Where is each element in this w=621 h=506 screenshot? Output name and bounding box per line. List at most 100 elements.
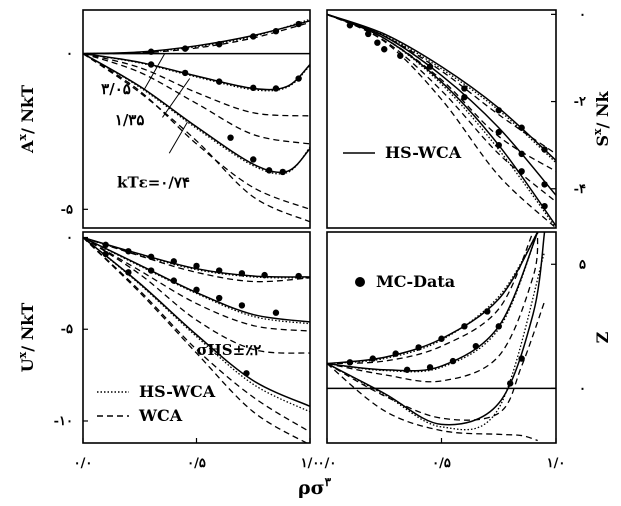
- series-line-dotted: [327, 13, 556, 228]
- mc-data-point: [518, 168, 525, 175]
- series-line-dashed: [327, 363, 538, 442]
- legend-label: HS-WCA: [385, 143, 462, 162]
- plot-area-S: [327, 13, 556, 228]
- annotation-leader: [168, 121, 188, 154]
- y-tick-label: -۴: [574, 182, 586, 197]
- series-line-solid: [327, 232, 539, 372]
- mc-data-point: [461, 323, 468, 330]
- mc-data-point: [495, 128, 502, 136]
- panel-U: ۰ -۵ -۱۰ ۰/۰ ۰/۵ ۱/۰ Ux/ NkT σHS±٪۲ HS-WCA WCA: [16, 231, 319, 471]
- y-tick-label: -۵: [61, 202, 73, 217]
- series-line-dotted: [327, 232, 539, 373]
- mc-data-point: [250, 156, 257, 163]
- annotation-leader: [162, 78, 191, 118]
- legend-label: WCA: [138, 406, 183, 425]
- annotation: ۳/۰۵: [101, 80, 131, 98]
- series-line-dotted: [83, 53, 310, 175]
- mc-data-point: [238, 302, 246, 309]
- y-axis-label-rest: / Nk: [593, 90, 612, 128]
- mc-data-point: [147, 61, 155, 68]
- y-axis-label-main: A: [18, 140, 37, 154]
- y-axis-label-rest: / NkT: [18, 303, 37, 352]
- mc-data-point: [102, 241, 109, 249]
- x-tick-label: ۰/۰: [74, 456, 93, 471]
- annotation: σHS±٪۲: [197, 341, 262, 359]
- x-axis-label: ρσ۳: [298, 475, 332, 499]
- series-line-dashed: [83, 53, 310, 210]
- mc-data-point: [193, 262, 200, 270]
- mc-data-point: [484, 308, 491, 315]
- series-line-dotted: [327, 13, 556, 164]
- series-line-dashed: [327, 301, 546, 421]
- series-line-dashed: [327, 232, 539, 383]
- y-axis-label-main: U: [18, 358, 37, 372]
- mc-data-point: [261, 271, 268, 279]
- y-tick-label: ۰: [66, 47, 73, 62]
- series-line-dotted: [83, 18, 310, 55]
- series-line-dashed: [83, 21, 310, 55]
- series-line-dotted: [327, 251, 546, 431]
- y-axis-label-U: Ux/ NkT: [16, 303, 37, 373]
- y-axis-label-sup: x: [16, 134, 29, 141]
- mc-data-point: [125, 269, 132, 276]
- mc-data-point: [369, 355, 376, 362]
- series-line-solid: [83, 20, 310, 55]
- series-line-dashed: [327, 13, 556, 172]
- series-line-solid: [327, 232, 546, 426]
- mc-data-point: [461, 94, 468, 101]
- mc-data-point: [392, 350, 399, 357]
- mc-data-point: [346, 22, 354, 29]
- mc-data-point: [426, 364, 434, 371]
- mc-data-point: [272, 27, 280, 35]
- mc-data-point: [170, 258, 177, 265]
- series-line-dashed: [83, 52, 310, 117]
- mc-data-point: [170, 277, 177, 284]
- y-axis-label-rest: / NkT: [18, 85, 37, 134]
- plot-area-U: [83, 236, 310, 443]
- plot-area-Z: [327, 232, 556, 442]
- y-axis-label-sup: x: [591, 128, 604, 135]
- y-axis-label-sup: x: [16, 351, 29, 358]
- y-tick-label: ۰: [579, 7, 586, 22]
- panel-Z: ۵ ۰ ۰/۰ ۰/۵ ۱/۰ Z MC-Data: [318, 231, 612, 471]
- mc-data-point: [495, 323, 502, 330]
- mc-data-point: [216, 41, 223, 48]
- mc-data-point: [518, 124, 525, 131]
- series-line-dotted: [327, 232, 539, 365]
- mc-data-point: [415, 344, 422, 351]
- mc-data-point: [295, 75, 302, 82]
- mc-data-point: [495, 141, 502, 149]
- y-axis-label-S: Sx/ Nk: [591, 90, 612, 146]
- mc-data-point: [507, 380, 514, 387]
- mc-data-point: [346, 359, 354, 366]
- series-line-dashed: [83, 237, 310, 433]
- mc-data-point: [403, 366, 411, 373]
- mc-data-point: [438, 335, 445, 342]
- mc-data-point: [541, 181, 548, 188]
- series-line-dotted: [83, 236, 310, 325]
- series-line-dotted: [83, 52, 310, 92]
- mc-data-point: [472, 342, 480, 350]
- y-tick-label: ۵: [579, 257, 586, 272]
- x-tick-label: ۰/۰: [318, 456, 337, 471]
- series-line-dashed: [327, 13, 556, 155]
- mc-data-point: [426, 63, 434, 70]
- panel-frame-A: [82, 9, 311, 229]
- mc-data-point: [295, 272, 302, 280]
- mc-data-point: [216, 267, 223, 274]
- series-line-dashed: [83, 53, 310, 223]
- mc-data-point: [541, 146, 548, 153]
- panel-A: ۰ -۵ Ax/ NkT ۳/۰۵ ۱/۳۵ kTε=۰/۷۴: [16, 9, 311, 229]
- mc-data-point: [193, 286, 200, 293]
- mc-data-point: [381, 46, 388, 53]
- mc-data-point: [365, 30, 372, 38]
- x-tick-label: ۰/۵: [432, 456, 451, 471]
- annotation-leader: [143, 53, 166, 90]
- mc-data-point: [250, 84, 257, 92]
- series-line-dashed: [83, 236, 310, 283]
- series-line-solid: [83, 236, 310, 407]
- mc-data-point: [495, 107, 502, 114]
- y-axis-label-A: Ax/ NkT: [16, 85, 37, 154]
